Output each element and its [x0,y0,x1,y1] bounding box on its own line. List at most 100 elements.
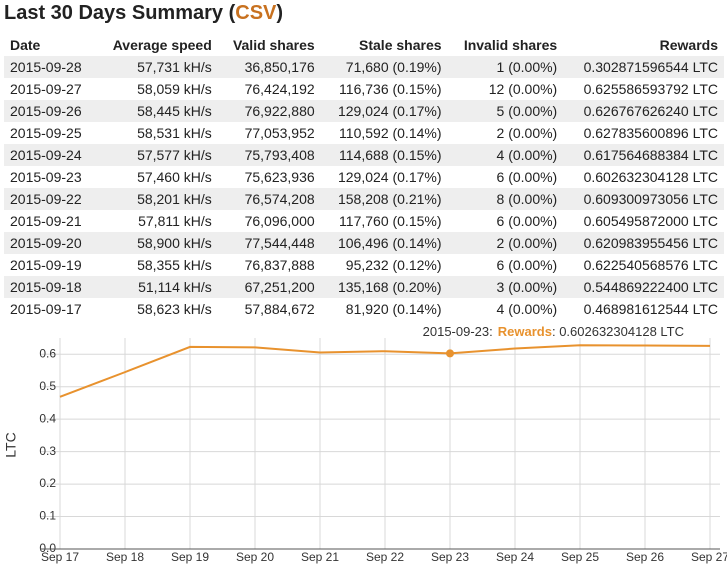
table-cell: 6 (0.00%) [496,257,558,273]
table-row: 2015-09-19 58,355 kH/s 76,837,888 95,232 (0… [4,254,724,276]
table-cell: 6 (0.00%) [496,213,558,229]
table-cell: 0.627835600896 LTC [583,125,718,141]
table-cell: 2015-09-21 [10,213,82,229]
table-cell: 4 (0.00%) [496,301,558,317]
table-cell: 2 (0.00%) [447,232,564,254]
table-cell: 51,114 kH/s [95,276,218,298]
chart: 0.0 0.1 0.2 0.3 0.4 0.5 0.6 Sep 17 Sep 18 Sep 19 S… [3,325,727,564]
table-cell: 57,811 kH/s [138,213,212,229]
x-tick-label: Sep 24 [496,550,534,564]
table-cell: 2015-09-19 [10,257,82,273]
y-tick-label: 0.5 [39,379,56,393]
csv-link[interactable]: CSV [235,2,277,24]
x-tick-label: Sep 19 [171,550,209,564]
table-cell: 57,577 kH/s [95,144,218,166]
table-cell: 116,736 (0.15%) [339,81,442,97]
table-cell: 0.468981612544 LTC [583,301,718,317]
table-cell: 0.622540568576 LTC [583,257,718,273]
tooltip: 2015-09-23: Rewards: 0.602632304128 LTC [423,325,684,339]
table-row: 2015-09-25 58,531 kH/s 77,053,952 110,592 (… [4,122,724,144]
table-cell: 57,884,672 [244,301,315,317]
table-cell: 4 (0.00%) [447,144,564,166]
table-cell: 129,024 (0.17%) [320,100,448,122]
table-row: 2015-09-20 58,900 kH/s 77,544,448 106,496 (… [4,232,724,254]
table-row: 2015-09-26 58,445 kH/s 76,922,880 129,024 (… [4,100,724,122]
table-row: 2015-09-28 57,731 kH/s 36,850,176 71,680 (0… [4,56,724,78]
tooltip-name: Rewards [498,325,552,339]
table-cell: 58,900 kH/s [95,232,218,254]
y-tick-label: 0.2 [39,476,56,490]
paren: ( [228,2,236,24]
x-tick-label: Sep 20 [236,550,274,564]
paren: ) [276,2,284,24]
table-cell: 2015-09-17 [10,301,82,317]
y-axis-label: LTC [3,432,19,457]
table-cell: 2015-09-20 [4,232,96,254]
table-cell: 110,592 (0.14%) [339,125,442,141]
table-cell: 58,059 kH/s [137,81,212,97]
table-cell: 2015-09-23 [10,169,82,185]
x-tick-label: Sep 17 [41,550,79,564]
highlight-point [446,349,454,358]
column-header: Valid shares [232,37,315,53]
table-cell: 2015-09-24 [4,144,96,166]
table-cell: 2015-09-18 [4,276,96,298]
table-cell: 0.626767626240 LTC [563,100,724,122]
table-cell: 76,922,880 [217,100,321,122]
table-cell: 58,355 kH/s [137,257,212,273]
table-cell: 75,623,936 [244,169,315,185]
y-tick-label: 0.3 [39,444,56,458]
table-cell: 114,688 (0.15%) [320,144,448,166]
x-tick-label: Sep 27 [691,550,727,564]
table-cell: 57,731 kH/s [95,56,218,78]
table-cell: 0.617564688384 LTC [563,144,724,166]
table-cell: 129,024 (0.17%) [337,169,442,185]
table-cell: 2015-09-27 [10,81,82,97]
table-cell: 57,460 kH/s [137,169,212,185]
y-tick-label: 0.0 [39,541,56,555]
table-row: 2015-09-21 57,811 kH/s 76,096,000 117,760 (… [4,210,724,232]
table-row: 2015-09-23 57,460 kH/s 75,623,936 129,024 (… [4,166,724,188]
table-cell: 2015-09-26 [4,100,96,122]
title-text: Last 30 Days Summary [4,2,224,24]
table-cell: 8 (0.00%) [447,188,564,210]
table-row: 2015-09-18 51,114 kH/s 67,251,200 135,168 (… [4,276,724,298]
x-tick-label: Sep 23 [431,550,469,564]
table-cell: 2015-09-22 [4,188,96,210]
column-header: Average speed [112,37,212,53]
table-cell: 2015-09-25 [10,125,82,141]
table-cell: 71,680 (0.19%) [320,56,448,78]
table-row: 2015-09-27 58,059 kH/s 76,424,192 116,736 (… [4,78,724,100]
table-cell: 106,496 (0.14%) [320,232,448,254]
table-cell: 3 (0.00%) [447,276,564,298]
table-cell: 1 (0.00%) [447,56,564,78]
table-cell: 0.625586593792 LTC [583,81,718,97]
table-cell: 58,531 kH/s [137,125,212,141]
table-cell: 0.609300973056 LTC [563,188,724,210]
line [59,344,711,398]
y-tick-label: 0.1 [39,509,56,523]
table-cell: 77,544,448 [217,232,321,254]
y-tick-label: 0.4 [39,411,56,425]
tooltip-date: 2015-09-23: [423,325,493,339]
x-tick-label: Sep 22 [366,550,404,564]
table-cell: 158,208 (0.21%) [320,188,448,210]
header-row: Date Average speed Valid shares Stale share… [4,34,724,56]
table-cell: 67,251,200 [217,276,321,298]
table-cell: 95,232 (0.12%) [345,257,442,273]
table-cell: 58,623 kH/s [137,301,212,317]
table-cell: 135,168 (0.20%) [320,276,448,298]
table-cell: 81,920 (0.14%) [345,301,442,317]
summary-table: Date Average speed Valid shares Stale share… [4,34,724,320]
table-row: 2015-09-24 57,577 kH/s 75,793,408 114,688 (… [4,144,724,166]
title: Last 30 Days Summary (CSV) [4,2,283,25]
x-tick-label: Sep 25 [561,550,599,564]
table-body: 2015-09-28 57,731 kH/s 36,850,176 71,680 (0… [4,56,724,320]
table-row: 2015-09-22 58,201 kH/s 76,574,208 158,208 (… [4,188,724,210]
x-tick-label: Sep 21 [301,550,339,564]
x-tick-label: Sep 18 [106,550,144,564]
column-header: Invalid shares [463,37,558,53]
table-cell: 58,445 kH/s [95,100,218,122]
table-cell: 76,837,888 [244,257,315,273]
